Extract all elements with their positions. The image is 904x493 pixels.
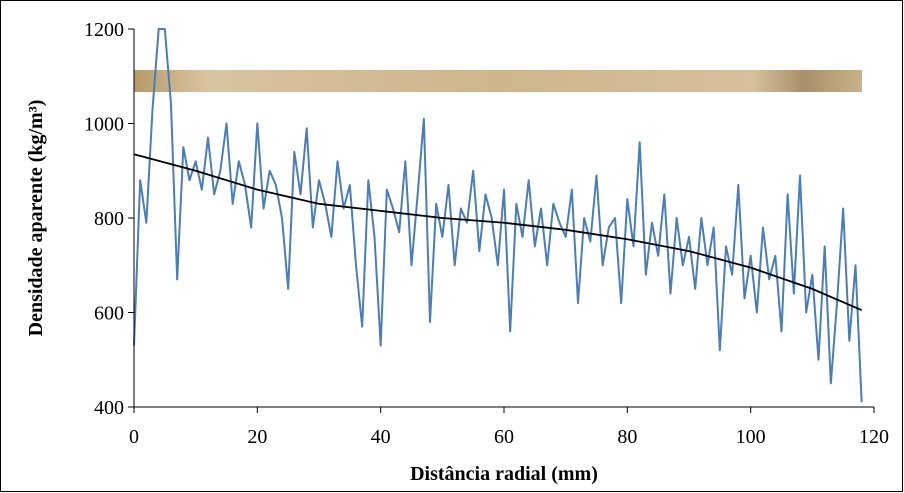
series-line [133,153,863,311]
x-tick-label: 100 [736,426,766,448]
x-tick-label: 60 [494,426,514,448]
x-tick-label: 0 [129,426,139,448]
y-tick-label: 1000 [84,114,124,136]
y-tick-label: 1200 [84,19,124,41]
y-axis-title: Densidade aparente (kg/m³) [25,100,47,337]
x-tick-label: 80 [617,426,637,448]
plot [133,28,863,403]
x-tick-label: 20 [247,426,267,448]
y-tick-label: 400 [94,397,124,419]
y-tick-label: 600 [94,303,124,325]
y-tick-label: 800 [94,208,124,230]
x-tick-label: 40 [371,426,391,448]
wood-sample-image [134,70,862,92]
series-line [133,28,863,403]
x-axis-title: Distância radial (mm) [410,463,598,485]
x-tick-label: 120 [859,426,889,448]
